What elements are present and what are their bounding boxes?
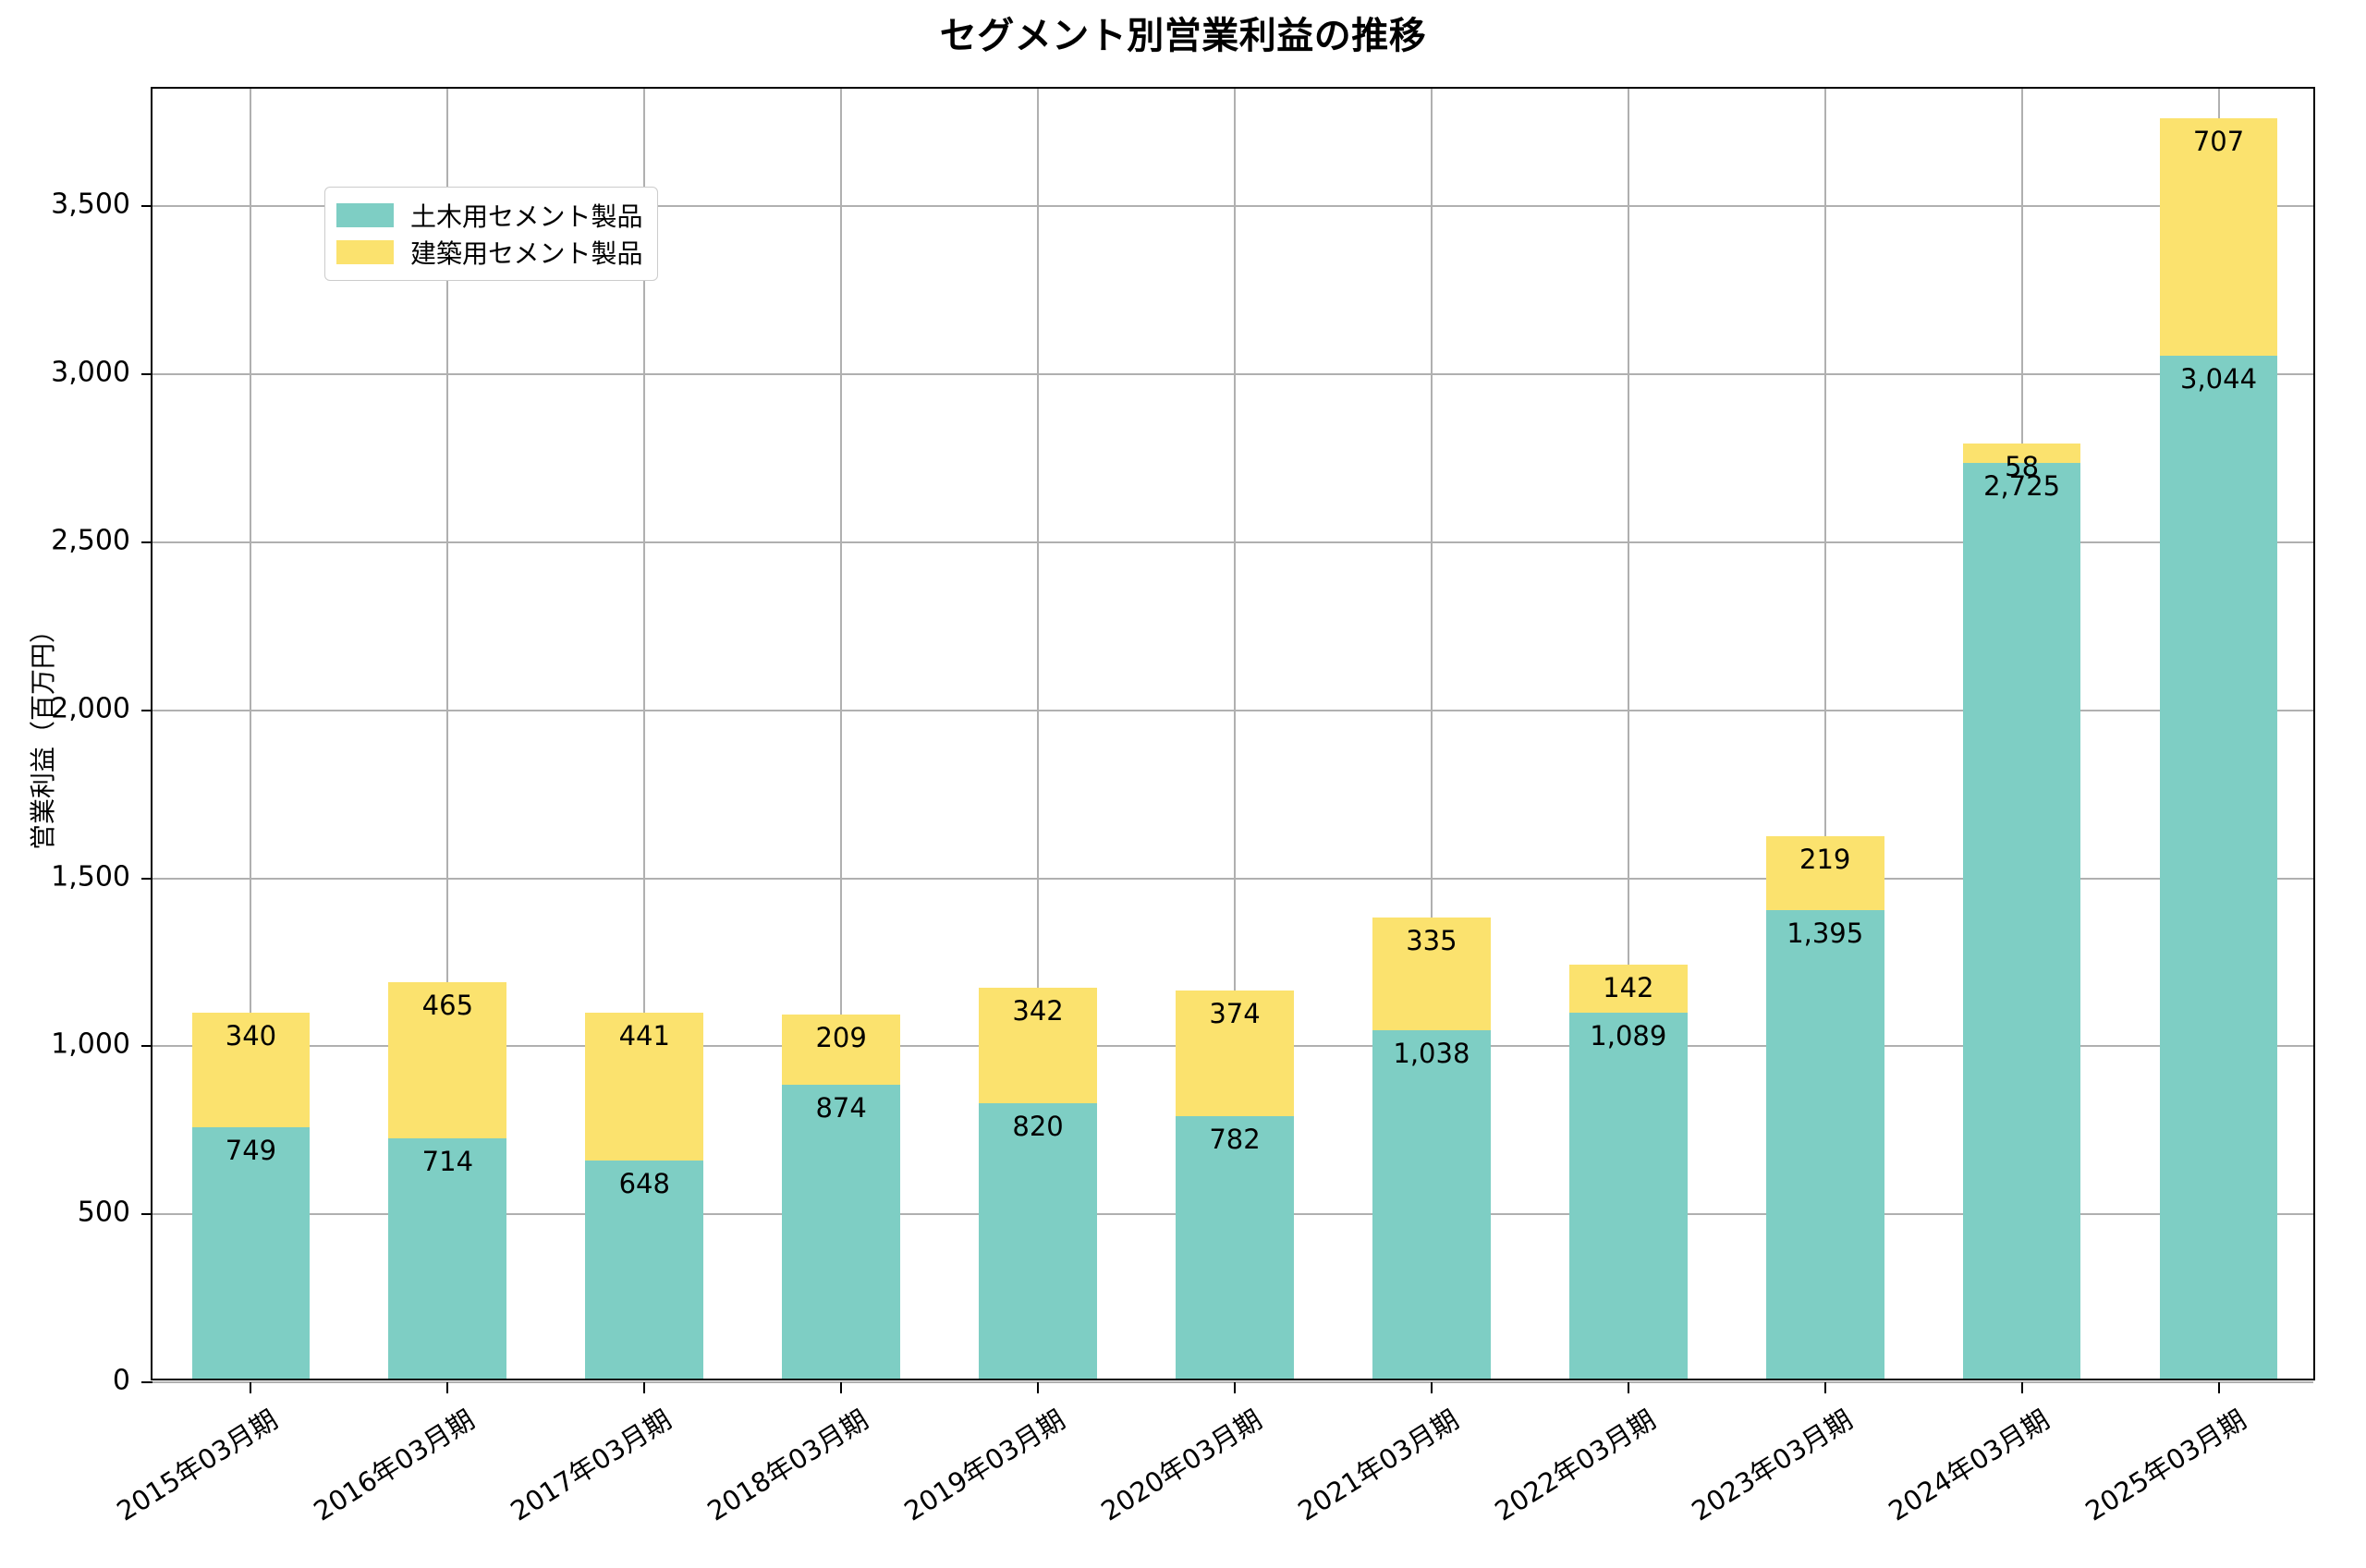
y-axis-title: 営業利益（百万円） [28,616,58,851]
x-tick-label: 2022年03月期 [1489,1404,1662,1527]
bar-segment[interactable] [979,988,1097,1103]
bar-segment[interactable] [1176,990,1294,1116]
bar-segment[interactable] [782,1015,901,1086]
bar-segment[interactable] [2159,356,2278,1379]
x-tick-label: 2018年03月期 [701,1404,874,1527]
gridline-vertical [1430,89,1433,1379]
x-tick-mark [1037,1382,1040,1393]
y-tick-label: 3,000 [51,356,130,389]
plot-inner: 749 340 714 465 648 441 874 209 820 342 782 374 1,03… [141,89,2313,1393]
legend-item-1[interactable]: 建築用セメント製品 [336,234,642,271]
y-tick-mark [141,205,152,208]
y-tick-mark [141,709,152,711]
x-tick-mark [840,1382,843,1393]
page-title: セグメント別営業利益の推移 [939,15,1427,57]
bar-segment[interactable] [782,1085,901,1379]
bar-segment[interactable] [1568,1013,1688,1379]
gridline-vertical [1823,89,1826,1379]
gridline-horizontal [152,877,2313,880]
y-tick-mark [141,541,152,543]
gridline-vertical [446,89,449,1379]
y-tick-label: 1,500 [51,860,130,893]
x-tick-mark [1627,1382,1629,1393]
y-tick-mark [141,1045,152,1048]
x-tick-label: 2016年03月期 [308,1404,481,1527]
y-tick-label: 1,000 [51,1027,130,1061]
x-tick-mark [643,1382,646,1393]
bar-segment[interactable] [2159,118,2278,357]
bar-group[interactable]: 3,044 707 [2159,85,2278,1379]
x-tick-mark [2217,1382,2220,1393]
y-tick-mark [141,877,152,880]
bar-segment[interactable] [1372,1029,1491,1379]
bar-segment[interactable] [1765,909,1884,1379]
y-tick-mark [141,373,152,376]
plot-area: 749 340 714 465 648 441 874 209 820 342 782 374 1,03… [141,87,2315,1393]
legend-label-1: 建築用セメント製品 [410,238,643,269]
bar-segment[interactable] [585,1161,704,1379]
x-tick-label: 2019年03月期 [898,1404,1071,1527]
x-tick-mark [2020,1382,2023,1393]
x-tick-mark [1430,1382,1433,1393]
x-tick-label: 2015年03月期 [111,1404,284,1527]
x-tick-label: 2025年03月期 [2079,1404,2251,1527]
x-tick-mark [250,1382,252,1393]
bar-segment[interactable] [1962,444,2081,464]
bar-segment[interactable] [585,1013,704,1161]
bar-segment[interactable] [388,1138,507,1379]
gridline-vertical [1234,89,1236,1379]
x-tick-label: 2024年03月期 [1883,1404,2055,1527]
x-tick-label: 2023年03月期 [1686,1404,1858,1527]
bar-segment[interactable] [1176,1115,1294,1379]
y-tick-label: 0 [112,1364,130,1397]
gridline-horizontal [152,1381,2313,1383]
bar-segment[interactable] [979,1102,1097,1379]
gridline-vertical [250,89,252,1379]
x-tick-label: 2020年03月期 [1095,1404,1268,1527]
x-tick-label: 2021年03月期 [1292,1404,1465,1527]
bar-group[interactable]: 749 340 [191,85,311,1379]
y-tick-label: 500 [77,1196,130,1229]
y-tick-label: 2,000 [51,692,130,725]
x-tick-mark [446,1382,449,1393]
y-tick-mark [141,1381,152,1383]
gridline-horizontal [152,205,2313,208]
y-tick-mark [141,1213,152,1216]
x-tick-mark [1823,1382,1826,1393]
legend-label-0: 土木用セメント製品 [410,201,643,232]
bar-group[interactable]: 820 342 [979,85,1097,1379]
gridline-horizontal [152,709,2313,711]
gridline-vertical [643,89,646,1379]
x-tick-label: 2017年03月期 [505,1404,677,1527]
bar-group[interactable]: 1,089 142 [1568,85,1688,1379]
bar-segment[interactable] [191,1126,311,1379]
bar-group[interactable]: 874 209 [782,85,901,1379]
bar-segment[interactable] [1962,463,2081,1379]
bar-segment[interactable] [1372,917,1491,1030]
gridline-horizontal [152,373,2313,376]
gridline-vertical [1627,89,1629,1379]
gridline-horizontal [152,541,2313,543]
bar-segment[interactable] [1568,965,1688,1013]
bar-group[interactable]: 1,038 335 [1372,85,1491,1379]
legend-swatch-icon-0 [336,203,394,227]
bar-group[interactable]: 782 374 [1176,85,1294,1379]
legend-item-0[interactable]: 土木用セメント製品 [336,197,642,234]
gridline-vertical [1037,89,1040,1379]
y-tick-label: 2,500 [51,524,130,557]
legend-swatch-icon-1 [336,240,394,264]
legend: 土木用セメント製品 建築用セメント製品 [324,187,659,281]
bar-segment[interactable] [191,1013,311,1127]
x-tick-mark [1234,1382,1236,1393]
bar-segment[interactable] [1765,836,1884,910]
bar-group[interactable]: 2,725 58 [1962,85,2081,1379]
y-tick-label: 3,500 [51,188,130,221]
bar-segment[interactable] [388,982,507,1139]
bar-group[interactable]: 1,395 219 [1765,85,1884,1379]
gridline-vertical [840,89,843,1379]
